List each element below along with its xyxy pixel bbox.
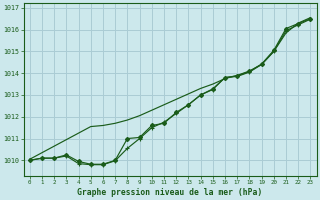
- X-axis label: Graphe pression niveau de la mer (hPa): Graphe pression niveau de la mer (hPa): [77, 188, 263, 197]
